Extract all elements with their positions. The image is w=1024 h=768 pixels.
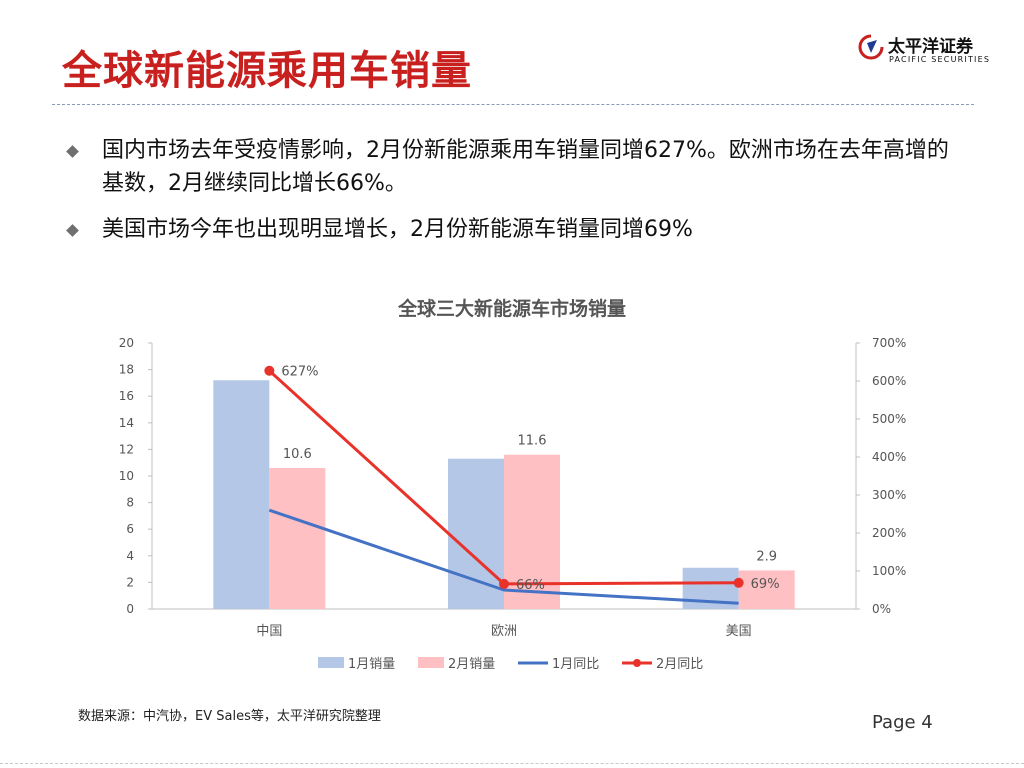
bar-data-label: 11.6 bbox=[518, 434, 547, 449]
y-tick-label: 0 bbox=[126, 602, 134, 616]
logo-text-en: PACIFIC SECURITIES bbox=[889, 55, 991, 64]
line-point-feb bbox=[733, 577, 744, 588]
legend-swatch bbox=[418, 657, 444, 668]
y-tick-label: 20 bbox=[119, 336, 134, 350]
y2-tick-label: 0% bbox=[872, 602, 891, 616]
bullet-text: 国内市场去年受疫情影响，2月份新能源乘用车销量同增627%。欧洲市场在去年高增的… bbox=[102, 138, 949, 196]
y-tick-label: 10 bbox=[119, 469, 134, 483]
legend-swatch bbox=[318, 657, 344, 668]
data-source-note: 数据来源：中汽协，EV Sales等，太平洋研究院整理 bbox=[78, 709, 381, 724]
y-tick-label: 6 bbox=[126, 522, 134, 536]
legend-label: 2月同比 bbox=[656, 657, 703, 672]
diamond-bullet-icon bbox=[66, 224, 79, 237]
line-point-feb bbox=[264, 365, 275, 376]
bar-data-label: 10.6 bbox=[283, 447, 312, 462]
diamond-bullet-icon bbox=[66, 145, 79, 158]
y2-tick-label: 600% bbox=[872, 374, 906, 388]
chart-title: 全球三大新能源车市场销量 bbox=[397, 297, 626, 320]
series-line-jan bbox=[268, 508, 739, 605]
y2-tick-label: 200% bbox=[872, 526, 906, 540]
legend-item: 1月同比 bbox=[518, 657, 599, 672]
line-data-label: 69% bbox=[751, 577, 780, 592]
x-tick-label: 中国 bbox=[256, 624, 282, 639]
logo-text-cn: 太平洋证券 bbox=[888, 37, 973, 57]
bar-data-label: 2.9 bbox=[756, 549, 777, 564]
bullet-item: 国内市场去年受疫情影响，2月份新能源乘用车销量同增627%。欧洲市场在去年高增的… bbox=[64, 134, 964, 200]
line-data-label: 66% bbox=[516, 578, 545, 593]
bar-jan bbox=[213, 380, 270, 609]
bullet-item: 美国市场今年也出现明显增长，2月份新能源车销量同增69% bbox=[64, 213, 964, 246]
page-title: 全球新能源乘用车销量 bbox=[62, 48, 472, 94]
y-tick-label: 4 bbox=[126, 549, 134, 563]
bullet-list: 国内市场去年受疫情影响，2月份新能源乘用车销量同增627%。欧洲市场在去年高增的… bbox=[64, 134, 964, 259]
y-tick-label: 2 bbox=[126, 575, 134, 589]
y-tick-label: 8 bbox=[126, 496, 134, 510]
legend-label: 1月销量 bbox=[348, 657, 395, 672]
bullet-text: 美国市场今年也出现明显增长，2月份新能源车销量同增69% bbox=[102, 217, 693, 242]
y-tick-label: 12 bbox=[119, 442, 134, 456]
y-tick-label: 16 bbox=[119, 389, 134, 403]
company-logo: 太平洋证券 PACIFIC SECURITIES bbox=[858, 30, 998, 72]
legend-label: 1月同比 bbox=[552, 657, 599, 672]
bar-feb bbox=[738, 570, 795, 609]
legend-item: 1月销量 bbox=[318, 657, 395, 672]
y2-tick-label: 300% bbox=[872, 488, 906, 502]
legend-marker bbox=[633, 659, 641, 667]
y2-tick-label: 400% bbox=[872, 450, 906, 464]
x-tick-label: 美国 bbox=[726, 624, 752, 639]
line-point-feb bbox=[499, 578, 509, 589]
y2-tick-label: 500% bbox=[872, 412, 906, 426]
legend-label: 2月销量 bbox=[448, 657, 495, 672]
line-data-label: 627% bbox=[281, 365, 318, 380]
y-tick-label: 18 bbox=[119, 363, 134, 377]
pacific-logo-icon bbox=[858, 34, 884, 60]
bar-jan bbox=[448, 458, 504, 609]
bar-feb bbox=[269, 468, 326, 609]
sales-chart: 全球三大新能源车市场销量024681012141618200%100%200%3… bbox=[119, 297, 907, 672]
page-number: Page 4 bbox=[872, 712, 933, 733]
y2-tick-label: 100% bbox=[872, 564, 906, 578]
y-tick-label: 14 bbox=[119, 416, 134, 430]
footer-divider bbox=[0, 763, 1024, 764]
legend-item: 2月销量 bbox=[418, 657, 495, 672]
title-divider bbox=[52, 104, 974, 105]
y2-tick-label: 700% bbox=[872, 336, 906, 350]
legend-item: 2月同比 bbox=[622, 657, 703, 672]
x-tick-label: 欧洲 bbox=[491, 624, 517, 639]
